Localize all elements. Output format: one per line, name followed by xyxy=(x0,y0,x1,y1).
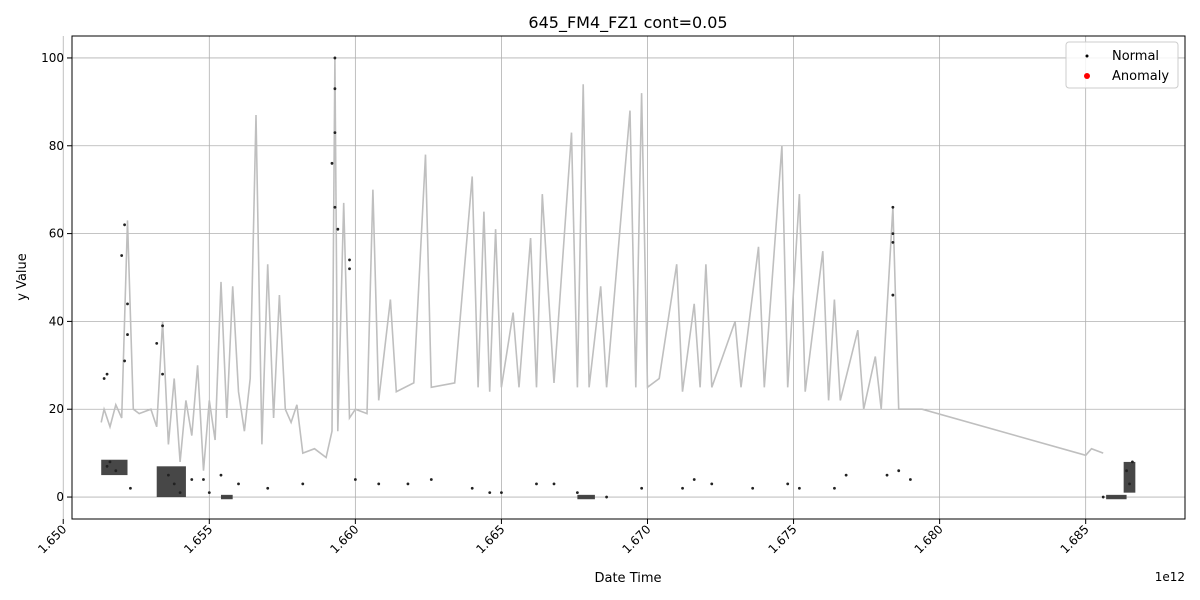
normal-point xyxy=(207,491,211,495)
plot-data xyxy=(100,56,1136,500)
normal-point xyxy=(797,486,801,490)
normal-point-cluster xyxy=(101,459,128,476)
y-tick-label: 60 xyxy=(49,227,64,241)
normal-point xyxy=(891,232,895,235)
x-axis-label: Date Time xyxy=(594,571,661,586)
normal-point xyxy=(237,482,240,486)
normal-point xyxy=(108,460,112,464)
normal-point-cluster xyxy=(577,494,595,500)
y-tick-label: 40 xyxy=(49,314,64,328)
normal-point xyxy=(470,486,474,490)
normal-point-cluster xyxy=(220,494,233,500)
normal-point xyxy=(219,473,223,477)
normal-point xyxy=(120,254,124,257)
normal-point xyxy=(172,482,176,486)
normal-point xyxy=(102,377,106,380)
normal-point xyxy=(123,223,126,227)
legend-normal-marker xyxy=(1085,54,1089,58)
y-tick-label: 100 xyxy=(41,51,64,65)
normal-point xyxy=(333,205,337,209)
x-axis-offset-label: 1e12 xyxy=(1155,570,1185,584)
normal-point xyxy=(575,491,579,495)
normal-point xyxy=(123,359,126,363)
normal-point xyxy=(885,473,889,477)
normal-point xyxy=(640,486,644,490)
chart-title: 645_FM4_FZ1 cont=0.05 xyxy=(528,13,727,33)
normal-point xyxy=(161,324,164,328)
normal-point xyxy=(333,56,337,60)
normal-point-cluster xyxy=(156,466,186,498)
series-line xyxy=(100,57,1104,471)
x-tick-label: 1.660 xyxy=(327,522,361,556)
normal-point xyxy=(681,486,684,490)
normal-point xyxy=(488,491,492,495)
normal-point xyxy=(406,482,410,486)
normal-point xyxy=(202,478,205,481)
legend: Normal Anomaly xyxy=(1065,41,1179,89)
x-tick-label: 1.675 xyxy=(765,522,799,556)
legend-normal-label: Normal xyxy=(1112,49,1159,64)
normal-point xyxy=(336,227,340,231)
gridlines xyxy=(62,36,1185,519)
normal-point xyxy=(1125,469,1128,473)
normal-point xyxy=(348,267,351,271)
normal-point xyxy=(891,293,895,297)
normal-point-cluster xyxy=(1123,461,1136,493)
normal-point xyxy=(786,482,790,486)
normal-point xyxy=(891,240,895,244)
legend-anomaly-label: Anomaly xyxy=(1112,69,1169,84)
normal-point xyxy=(1128,482,1131,486)
normal-point xyxy=(833,486,836,490)
x-tick-label: 1.670 xyxy=(619,522,653,556)
x-tick-label: 1.650 xyxy=(35,522,69,556)
normal-point xyxy=(353,478,357,481)
normal-point xyxy=(377,482,381,486)
normal-point xyxy=(301,482,305,486)
normal-point xyxy=(105,464,109,468)
normal-point xyxy=(552,482,556,486)
normal-point xyxy=(105,372,109,376)
y-axis-label: y Value xyxy=(15,253,30,301)
legend-box xyxy=(1065,41,1179,89)
normal-point xyxy=(333,87,337,91)
axis-ticks: 1.650 1.655 1.660 1.665 1.670 1.675 1.680 1.685… xyxy=(35,51,1092,556)
normal-point xyxy=(710,482,714,486)
normal-point xyxy=(178,491,182,495)
normal-point xyxy=(126,333,129,336)
normal-point-cluster xyxy=(1106,494,1127,500)
normal-point xyxy=(909,478,912,481)
normal-point xyxy=(155,341,159,345)
x-tick-label: 1.665 xyxy=(473,522,507,556)
normal-point xyxy=(897,469,901,473)
normal-point xyxy=(1101,495,1105,499)
normal-point xyxy=(330,161,334,165)
x-tick-label: 1.685 xyxy=(1058,522,1092,556)
normal-point xyxy=(605,495,608,499)
normal-point xyxy=(751,486,755,490)
normal-point xyxy=(535,482,538,486)
normal-point xyxy=(1131,460,1134,464)
y-tick-label: 0 xyxy=(56,490,64,504)
x-tick-label: 1.680 xyxy=(912,522,946,556)
normal-point xyxy=(348,258,351,262)
x-tick-label: 1.655 xyxy=(181,522,215,556)
plot-frame xyxy=(71,35,1186,520)
normal-point xyxy=(333,131,337,135)
normal-point xyxy=(500,491,503,495)
y-tick-label: 80 xyxy=(49,139,64,153)
normal-point xyxy=(167,473,170,477)
normal-point xyxy=(429,478,433,481)
normal-point xyxy=(266,486,270,490)
normal-point xyxy=(844,473,848,477)
normal-point xyxy=(891,205,895,209)
legend-anomaly-marker xyxy=(1084,73,1090,79)
normal-point xyxy=(129,486,132,490)
normal-point xyxy=(692,478,696,481)
normal-point xyxy=(126,302,129,306)
y-tick-label: 20 xyxy=(49,402,64,416)
normal-point xyxy=(190,478,194,481)
normal-point xyxy=(114,469,118,473)
normal-point xyxy=(161,372,164,376)
